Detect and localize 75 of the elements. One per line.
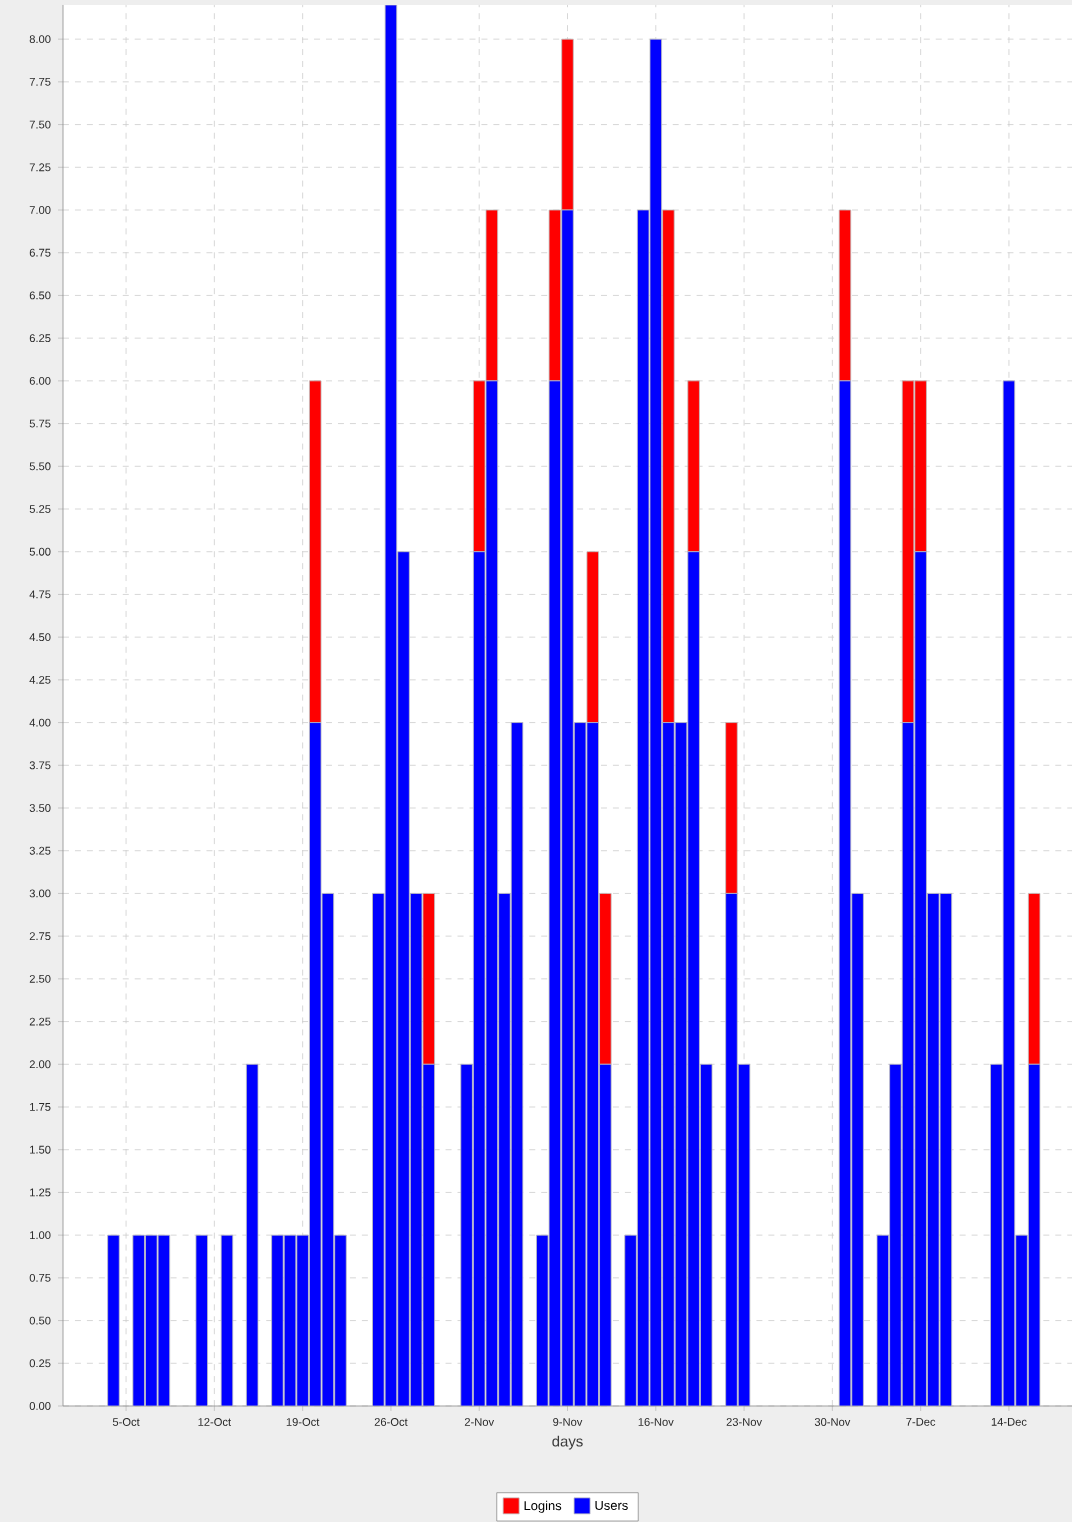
bar — [624, 1234, 637, 1406]
y-tick-label: 2.50 — [29, 974, 51, 983]
bar — [561, 38, 574, 211]
bar — [548, 209, 562, 382]
y-tick-label: 5.25 — [29, 505, 51, 513]
y-tick-label: 7.75 — [29, 77, 51, 86]
bar — [460, 1063, 473, 1406]
bar — [851, 893, 864, 1406]
x-tick-label: 26-Oct — [374, 1418, 408, 1426]
bar — [687, 380, 700, 553]
bar — [838, 209, 852, 382]
x-tick-label: 14-Dec — [991, 1418, 1027, 1426]
x-tick-label: 16-Nov — [638, 1418, 674, 1426]
bar — [422, 893, 435, 1065]
y-tick-label: 7.25 — [29, 163, 51, 172]
bar — [485, 209, 499, 382]
y-tick-label: 3.50 — [29, 804, 51, 812]
bar — [889, 1063, 902, 1406]
x-axis-title: days — [552, 1435, 583, 1450]
y-tick-label: 2.00 — [29, 1060, 51, 1069]
y-tick-label: 5.50 — [29, 462, 51, 471]
bar — [1015, 1234, 1028, 1406]
y-tick-label: 3.00 — [29, 889, 51, 898]
bar — [271, 1234, 284, 1406]
y-tick-label: 6.75 — [29, 248, 51, 257]
bar — [397, 551, 410, 1406]
bar — [586, 551, 599, 723]
y-tick-label: 1.25 — [30, 1188, 51, 1197]
bar — [725, 893, 738, 1406]
x-tick-label: 30-Nov — [814, 1418, 851, 1426]
x-tick-label: 19-Oct — [286, 1418, 320, 1426]
x-tick-label: 12-Oct — [198, 1418, 232, 1426]
y-tick-label: 3.25 — [29, 846, 51, 855]
y-tick-label: 7.00 — [29, 206, 51, 214]
y-tick-label: 4.75 — [29, 590, 51, 599]
y-tick-label: 4.00 — [29, 718, 51, 727]
y-tick-label: 2.25 — [29, 1017, 51, 1026]
y-tick-label: 1.75 — [30, 1103, 51, 1111]
x-tick-label: 9-Nov — [553, 1418, 583, 1426]
bar — [662, 722, 675, 1406]
bar — [914, 551, 927, 1406]
y-tick-label: 0.50 — [29, 1316, 51, 1325]
y-tick-label: 0.25 — [29, 1359, 51, 1368]
x-tick-label: 7-Dec — [906, 1418, 936, 1426]
x-tick-label: 23-Nov — [726, 1418, 763, 1426]
y-tick-label: 4.50 — [29, 633, 51, 642]
bar — [107, 1234, 120, 1406]
bar — [296, 1234, 309, 1406]
bar — [662, 209, 675, 723]
y-tick-label: 6.25 — [29, 334, 51, 343]
y-tick-label: 5.00 — [29, 547, 51, 556]
bar — [498, 893, 511, 1406]
y-tick-label: 1.00 — [30, 1231, 51, 1240]
x-tick-label: 2-Nov — [464, 1418, 495, 1426]
bar — [725, 722, 738, 894]
y-tick-label: 6.50 — [29, 291, 51, 300]
y-tick-label: 0.75 — [29, 1273, 51, 1282]
bar — [687, 551, 700, 1406]
legend-label: Logins — [524, 1500, 562, 1513]
y-tick-label: 2.75 — [29, 932, 51, 941]
x-tick-label: 5-Oct — [112, 1418, 140, 1426]
bar — [334, 1234, 347, 1406]
y-tick-label: 6.00 — [29, 376, 51, 385]
y-tick-label: 1.50 — [30, 1145, 51, 1154]
bar — [561, 209, 574, 1406]
legend-label: Users — [595, 1500, 628, 1510]
y-tick-label: 7.50 — [29, 120, 51, 129]
y-tick-label: 5.75 — [29, 419, 51, 428]
y-tick-label: 4.25 — [29, 675, 51, 684]
y-tick-label: 0.00 — [29, 1402, 51, 1410]
bar — [309, 380, 322, 723]
y-tick-label: 8.00 — [29, 35, 51, 44]
bar — [473, 380, 486, 553]
bar — [599, 893, 612, 1065]
y-tick-label: 3.75 — [29, 761, 51, 770]
